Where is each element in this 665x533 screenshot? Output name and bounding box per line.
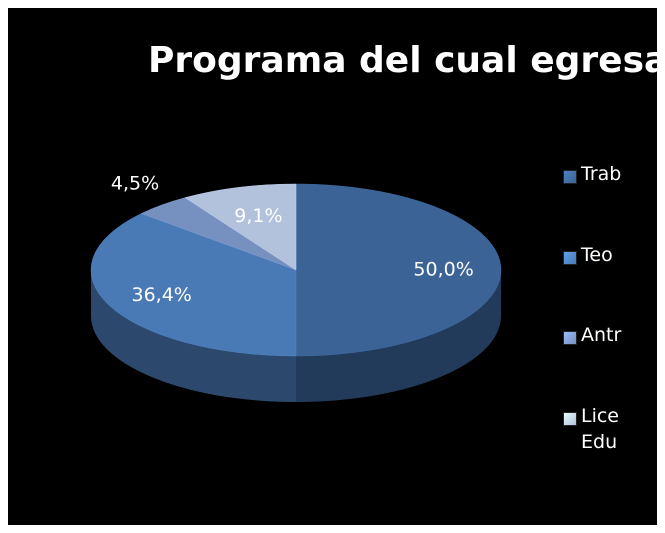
legend-label: Antr [581, 324, 622, 346]
legend-swatch [563, 331, 577, 345]
legend-swatch [563, 411, 577, 426]
pie-slice [184, 183, 297, 271]
legend-label: Trab [581, 163, 622, 185]
data-label: 9,1% [234, 205, 282, 227]
chart: Programa del cual egresar 50,0% 36,4% 4,5%… [8, 8, 657, 525]
chart-title: Programa del cual egresar [148, 40, 657, 81]
slice-side [91, 270, 296, 402]
data-label: 4,5% [111, 172, 159, 194]
chart-svg: Programa del cual egresar 50,0% 36,4% 4,5%… [90, 40, 657, 402]
legend-label: Lice Edu [581, 404, 619, 453]
slice-side [296, 270, 501, 402]
legend-swatch [563, 250, 577, 265]
legend-swatch [563, 170, 577, 184]
pie-slice [90, 213, 297, 357]
data-label: 50,0% [413, 259, 473, 281]
legend-label: Teo [581, 243, 613, 266]
pie-slice [295, 183, 502, 357]
data-label: 36,4% [131, 284, 191, 306]
